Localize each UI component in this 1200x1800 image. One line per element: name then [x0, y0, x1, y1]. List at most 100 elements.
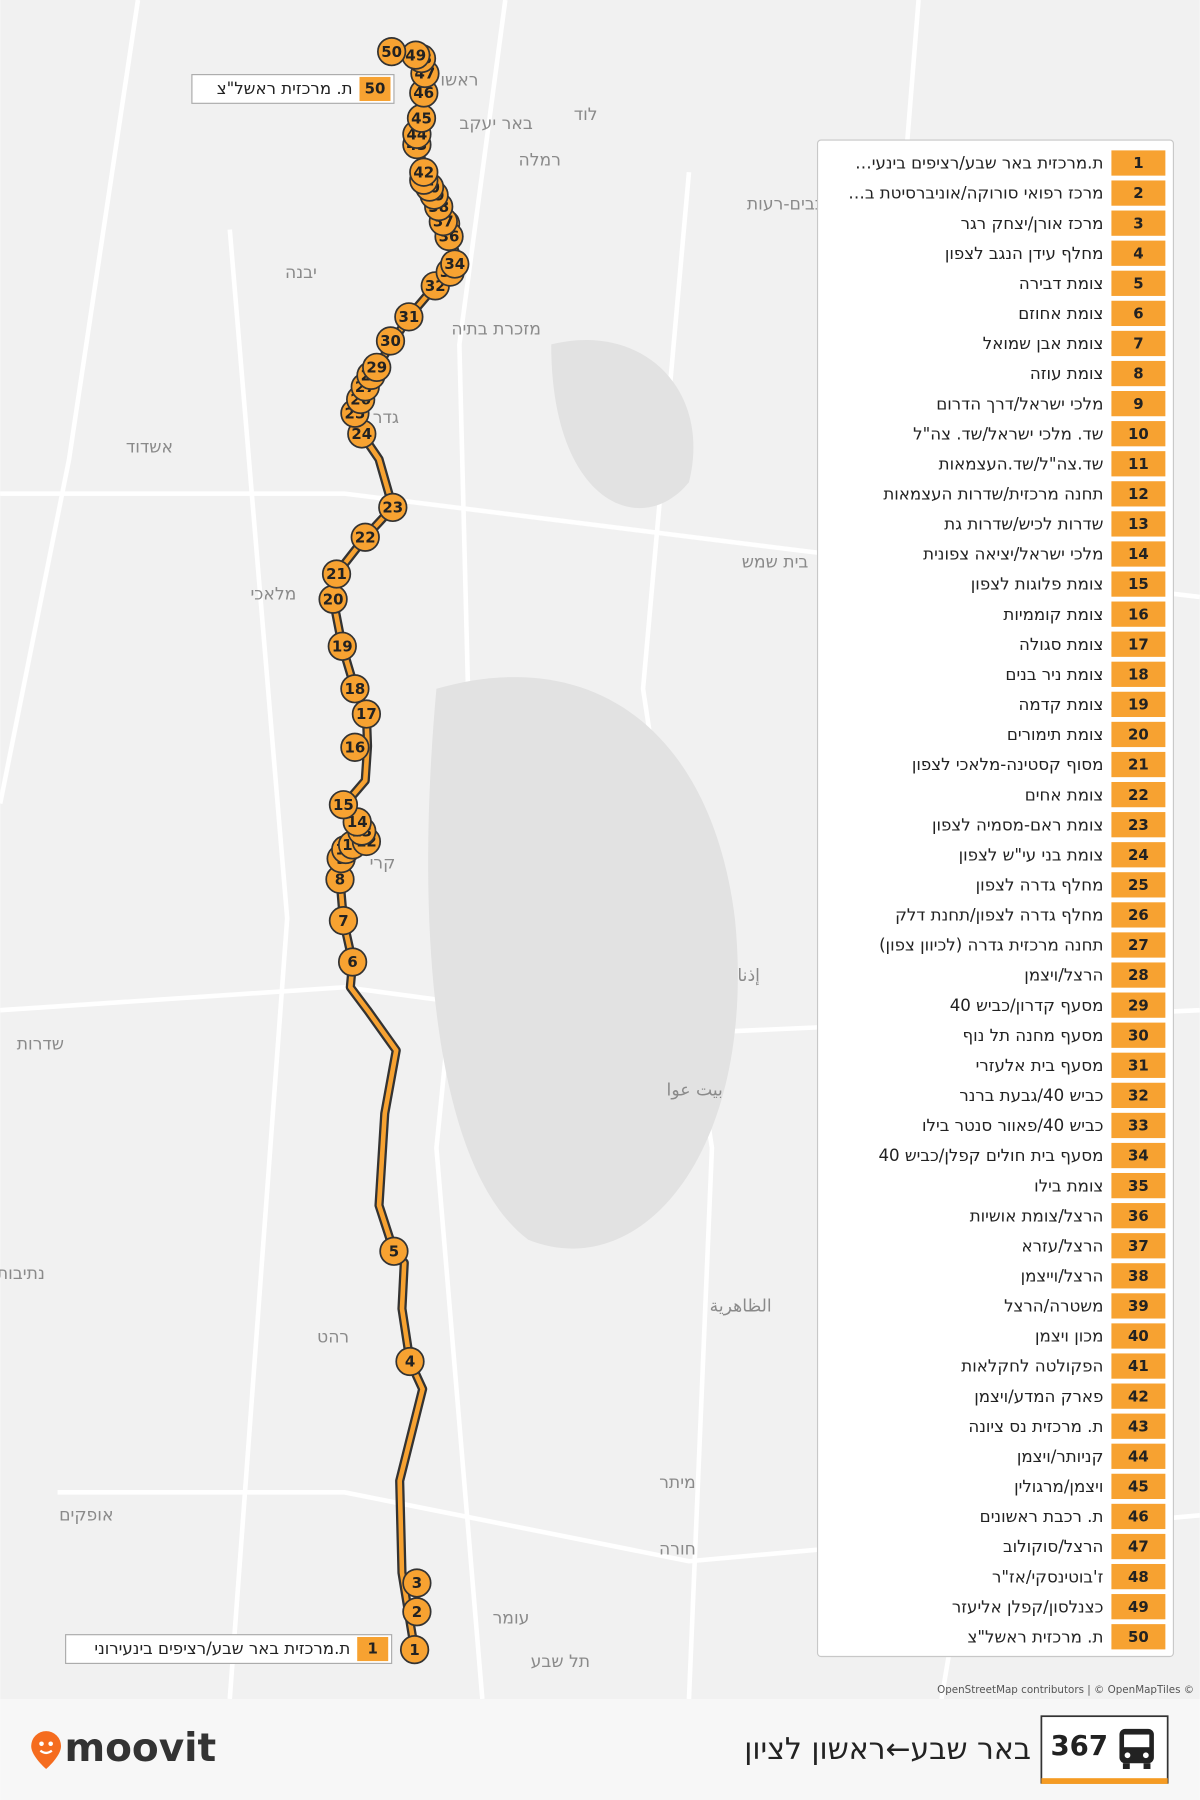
stop-number: 10 [1128, 425, 1149, 443]
place-label: חורה [659, 1540, 696, 1560]
stop-name: צומת עוזה [1030, 364, 1103, 383]
stop-marker: 31 [394, 302, 424, 332]
stop-name: הרצל/עזרא [1022, 1236, 1104, 1255]
stop-number: 19 [1128, 696, 1149, 714]
stop-name: צומת פלוגות לצפון [971, 575, 1104, 594]
stop-number-box [1111, 1263, 1166, 1289]
stop-marker-number: 42 [413, 163, 434, 181]
stop-marker: 20 [318, 584, 348, 614]
stop-name: צומת ניר בנים [1005, 665, 1103, 684]
stop-number: 22 [1128, 786, 1149, 804]
footer-bar [0, 1698, 1200, 1800]
stop-name: צומת בני עי"ש לצפון [959, 845, 1104, 864]
stop-number-box [1111, 1022, 1166, 1048]
stop-marker-number: 19 [332, 637, 353, 655]
stop-marker-number: 4 [405, 1353, 415, 1371]
place-label: גדר [373, 408, 399, 428]
stop-number: 13 [1128, 515, 1149, 533]
stop-number-box [1111, 180, 1166, 206]
stop-marker-circle [379, 1236, 409, 1266]
stop-number: 42 [1128, 1387, 1149, 1405]
stop-number-box [1111, 390, 1166, 417]
stop-name: מסעף קדרון/כביש 40 [950, 996, 1104, 1015]
stop-name: הרצל/סוקולוב [1003, 1537, 1103, 1556]
stop-name: מכון ויצמן [1035, 1327, 1103, 1346]
place-label: שדרות [17, 1035, 64, 1055]
route-title: באר שבע←ראשון לציון [744, 1732, 1031, 1767]
place-label: إذنا [737, 966, 759, 986]
stop-number-box [1111, 1533, 1166, 1560]
stop-marker-circle [378, 492, 408, 523]
stop-marker-number: 23 [382, 499, 403, 517]
stop-marker-circle [350, 522, 380, 552]
place-label: עומר [493, 1609, 530, 1629]
stop-name: צומת תימורים [1007, 725, 1104, 744]
stop-marker-number: 17 [356, 705, 377, 723]
stop-marker-number: 15 [333, 796, 354, 814]
stop-name: מלכי ישראל/יציאה צפונית [923, 545, 1103, 564]
place-label: מיתר [659, 1473, 696, 1493]
stop-marker: 30 [375, 326, 406, 356]
stop-number: 3 [1133, 214, 1143, 232]
stop-number-box [1111, 330, 1166, 357]
stop-number: 5 [1133, 274, 1143, 292]
stop-marker: 22 [350, 522, 380, 552]
stop-number-box [1111, 360, 1166, 387]
stop-name: מסוף קסטינה-מלאכי לצפון [912, 755, 1104, 774]
stop-marker-circle [351, 699, 382, 729]
stop-number: 48 [1128, 1568, 1149, 1586]
stop-number: 37 [1128, 1237, 1149, 1255]
stop-number-box [1111, 451, 1166, 477]
stop-marker: 49 [401, 40, 431, 70]
stop-number-box [1111, 1503, 1166, 1530]
callout-number-box [357, 1636, 389, 1662]
stop-number: 44 [1128, 1447, 1149, 1465]
callout-number-box [359, 76, 391, 102]
stop-marker-circle [395, 1346, 425, 1377]
stop-marker-number: 29 [366, 358, 387, 376]
stop-number-box [1111, 721, 1166, 748]
stop-number-box [1111, 1203, 1166, 1229]
stop-number: 36 [1128, 1207, 1149, 1225]
stop-number: 15 [1128, 575, 1149, 593]
stop-marker-circle [375, 326, 406, 356]
route-badge-underline [1041, 1778, 1168, 1784]
stop-number: 47 [1128, 1538, 1149, 1556]
stop-number: 4 [1133, 244, 1143, 262]
stop-name: מרכז אורן/יצחק רגר [961, 214, 1104, 233]
stop-number: 34 [1128, 1147, 1149, 1165]
stop-marker-circle [340, 732, 370, 762]
place-label: אופקים [59, 1505, 113, 1525]
stop-number-box [1111, 421, 1166, 447]
stop-name: כביש 40/פאוור סנטר בילו [922, 1116, 1103, 1135]
stop-number: 35 [1128, 1177, 1149, 1195]
stop-number-box [1111, 1052, 1166, 1078]
place-label: רמלה [519, 151, 561, 171]
place-label: באר יעקב [459, 114, 532, 134]
stop-marker-circle [394, 302, 424, 332]
stop-number: 41 [1128, 1357, 1149, 1375]
stop-name: ויצמן/מרגולין [1014, 1477, 1103, 1496]
stop-marker-number: 20 [323, 590, 344, 608]
stop-name: מחלף גדרה לצפון [976, 875, 1104, 894]
stop-name: שדרות לכיש/שדרות גת [944, 515, 1103, 534]
stop-name: צומת דבירה [1019, 274, 1104, 293]
place-label: מזכרת בתיה [451, 319, 541, 339]
stop-number: 8 [1133, 365, 1143, 383]
place-label: יבנה [285, 263, 317, 283]
stop-number: 43 [1128, 1417, 1149, 1435]
stop-number-box [1111, 781, 1166, 808]
stop-name: כביש 40/גבעת ברנר [959, 1086, 1103, 1105]
stop-marker: 3 [402, 1568, 432, 1598]
stop-marker: 29 [362, 352, 392, 382]
stop-marker-number: 49 [405, 46, 426, 64]
stop-number: 30 [1128, 1026, 1149, 1044]
stop-name: מחלף עידן הנגב לצפון [945, 244, 1104, 263]
stop-number-box [1111, 1473, 1166, 1500]
stop-number-box [1111, 1443, 1166, 1469]
stop-marker-number: 21 [326, 565, 347, 583]
stop-number: 24 [1128, 846, 1149, 864]
stop-name: צומת סגולה [1019, 635, 1103, 654]
stop-marker-circle [327, 631, 357, 661]
stop-name: מסעף בית חולים קפלן/כביש 40 [878, 1146, 1103, 1165]
